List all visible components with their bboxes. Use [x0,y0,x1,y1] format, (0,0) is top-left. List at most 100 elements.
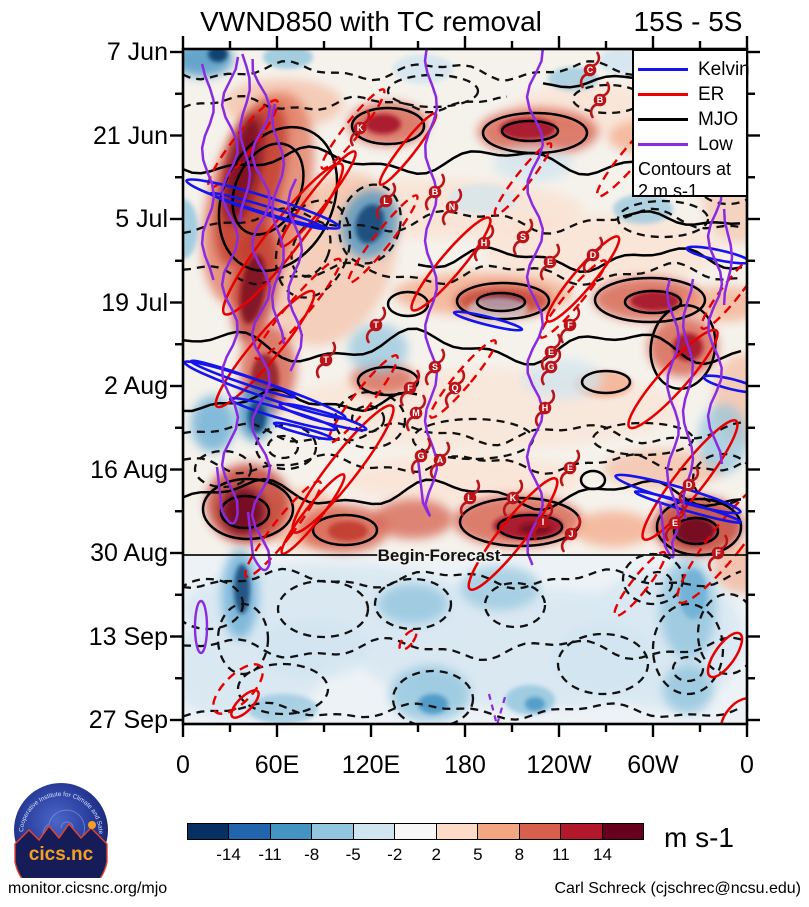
tc-symbol: E [540,333,562,371]
svg-text:A: A [437,455,444,465]
monitor-url: monitor.cicsnc.org/mjo [8,880,168,897]
anomaly-shading [183,49,747,724]
x-tick-label: 120W [526,751,592,779]
y-tick-label: 7 Jun [106,38,168,66]
x-tick-label: 120E [341,751,401,779]
tc-symbol: S [424,348,446,386]
legend-entry: Kelvin [638,57,750,82]
legend-box: Kelvin ER MJO Low Contours at 2 m s-1 [632,49,750,201]
y-tick-label: 16 Aug [90,455,168,484]
colorbar-tick-label: -8 [304,845,320,864]
hovmoller-plot: Begin Forecast C B K B L N S H D E T F E T G S F Q M H G A E D L K… [170,36,760,737]
y-tick-label: 5 Jul [115,205,168,233]
colorbar-tick-label: 2 [431,845,441,864]
svg-text:F: F [567,320,573,330]
svg-text:E: E [672,518,678,528]
legend-line-sample [638,68,688,71]
plot-layers: Begin Forecast C B K B L N S H D E T F E T G S F Q M H G A E D L K… [183,49,747,724]
y-tick-label: 30 Aug [90,539,168,567]
author-credit: Carl Schreck (cjschrec@ncsu.edu) [554,880,801,897]
tc-symbol: N [441,188,463,226]
svg-text:F: F [407,383,413,393]
svg-text:S: S [432,362,438,372]
colorbar-cell [395,824,437,839]
legend-entry: MJO [638,107,746,132]
plot-title: VWND850 with TC removal [200,6,542,37]
legend-entry-label: Low [698,133,733,155]
svg-text:T: T [323,355,329,365]
tc-symbol: C [579,51,601,89]
tc-symbol: I [532,503,554,541]
legend-entries: Kelvin ER MJO Low [638,57,750,157]
svg-text:L: L [383,196,389,206]
x-tick-label: 60W [627,751,679,779]
svg-text:G: G [547,362,554,372]
colorbar-cell [478,824,520,839]
svg-text:Q: Q [451,383,458,393]
legend-entry-label: Kelvin [698,58,750,80]
svg-text:B: B [597,95,604,105]
tc-symbol: G [540,348,562,386]
svg-text:I: I [542,517,545,527]
tc-symbol: F [559,306,581,344]
begin-forecast-annotation: Begin Forecast [183,545,747,567]
tc-symbol: Q [444,369,466,407]
colorbar-cell [229,824,271,839]
x-tick-label: 0 [740,751,754,779]
tc-symbol: F [399,369,421,407]
y-tick-label: 19 Jul [101,288,168,317]
tc-symbol: G [410,437,432,475]
colorbar-units-label: m s-1 [664,822,734,853]
begin-forecast-label: Begin Forecast [378,546,501,565]
tc-symbol: B [589,81,611,119]
colorbar-tick-label: 14 [592,845,612,864]
tc-symbol: T [315,341,337,379]
tc-symbol: J [560,515,582,553]
tc-symbol: T [365,306,387,344]
svg-text:C: C [587,65,594,75]
latitude-band-label: 15S - 5S [633,6,743,37]
svg-text:E: E [567,463,573,473]
colorbar-cell [561,824,603,839]
tc-symbol: D [582,236,604,274]
colorbar-tick-label: 8 [514,845,525,864]
svg-text:D: D [590,250,597,260]
axes [170,36,760,737]
tc-symbol: A [429,441,451,479]
svg-text:M: M [412,408,420,418]
svg-text:T: T [373,320,379,330]
svg-text:J: J [568,529,573,539]
svg-text:H: H [481,238,488,248]
colorbar: -14 -11 -8 -5 -2 2 5 8 11 14 [187,823,644,871]
colorbar-cell [519,824,562,839]
x-tick-label: 180 [444,751,486,779]
colorbar-tick-label: 5 [473,845,483,864]
svg-text:D: D [686,480,693,490]
tc-symbol: L [375,182,397,220]
colorbar-cell [602,824,643,839]
tc-symbol: S [512,218,534,256]
svg-text:F: F [715,548,721,558]
colorbar-cells [187,823,644,840]
svg-text:N: N [449,202,456,212]
logo-text: cics.nc [29,844,94,865]
colorbar-cell [188,824,230,839]
tc-symbol: L [459,479,481,517]
legend-entry: ER [638,82,746,107]
y-tick-label: 13 Sep [88,622,168,651]
tc-symbol: M [405,394,427,432]
svg-text:H: H [542,403,549,413]
colorbar-tick-label: -11 [258,845,282,864]
legend-line-sample [638,143,688,146]
legend-note-line1: Contours at [638,159,732,179]
y-tick-label: 2 Aug [104,372,168,400]
tc-symbol: K [349,109,371,147]
colorbar-tick-label: 11 [552,845,570,864]
tc-symbol: D [678,466,700,504]
tc-symbol: H [534,389,556,427]
colorbar-tick-label: -5 [345,845,361,864]
logo-mountains [14,822,108,878]
colorbar-tick-label: -2 [387,845,403,864]
tc-symbol: F [707,534,729,572]
